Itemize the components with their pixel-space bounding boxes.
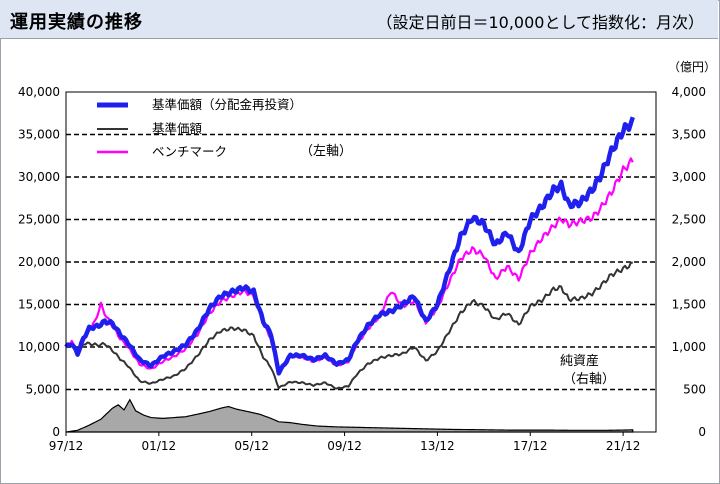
left-tick-label: 5,000 bbox=[26, 383, 60, 397]
left-tick-label: 20,000 bbox=[18, 255, 60, 269]
right-axis-unit: （億円） bbox=[668, 60, 716, 74]
right-tick-label: 2,500 bbox=[672, 213, 706, 227]
left-tick-label: 25,000 bbox=[18, 213, 60, 227]
x-tick-label: 17/12 bbox=[513, 439, 548, 453]
left-tick-label: 0 bbox=[52, 425, 60, 439]
net-assets-note-axis: （右軸） bbox=[563, 372, 615, 387]
legend-label-fund-reinvested: 基準価額（分配金再投資） bbox=[152, 97, 302, 112]
x-tick-label: 05/12 bbox=[234, 439, 269, 453]
left-tick-label: 15,000 bbox=[18, 298, 60, 312]
right-axis: 0 500 1,000 1,500 2,000 2,500 3,000 3,500 4,000 bbox=[672, 85, 706, 439]
x-tick-label: 01/12 bbox=[142, 439, 177, 453]
right-tick-label: 4,000 bbox=[672, 85, 706, 99]
x-tick-label: 09/12 bbox=[327, 439, 362, 453]
left-tick-label: 35,000 bbox=[18, 128, 60, 142]
left-tick-label: 10,000 bbox=[18, 340, 60, 354]
page-title: 運用実績の推移 bbox=[10, 12, 143, 33]
series-lines-layer bbox=[64, 116, 635, 390]
series-line-2 bbox=[65, 157, 634, 372]
x-tick-label: 13/12 bbox=[420, 439, 455, 453]
plot-area-border bbox=[65, 91, 657, 433]
performance-chart: 0 5,000 10,000 15,000 20,000 25,000 30,000 35,0… bbox=[18, 60, 716, 453]
series-line-1 bbox=[65, 261, 633, 390]
legend: 基準価額（分配金再投資） 基準価額 ベンチマーク bbox=[97, 97, 302, 159]
grid-lines bbox=[66, 133, 656, 391]
left-axis-note: （左軸） bbox=[300, 144, 352, 159]
x-axis: 97/12 01/12 05/12 09/12 13/12 17/12 21/12 bbox=[49, 432, 641, 453]
right-tick-label: 0 bbox=[698, 425, 706, 439]
page-subtitle: （設定日前日＝10,000として指数化：月次） bbox=[376, 13, 704, 32]
right-tick-label: 500 bbox=[683, 383, 706, 397]
left-tick-label: 30,000 bbox=[18, 170, 60, 184]
net-assets-layer bbox=[65, 398, 634, 433]
left-axis: 0 5,000 10,000 15,000 20,000 25,000 30,000 35,0… bbox=[18, 85, 60, 439]
net-assets-note-title: 純資産 bbox=[560, 353, 599, 369]
left-tick-label: 40,000 bbox=[18, 85, 60, 99]
x-tick-label: 21/12 bbox=[606, 439, 641, 453]
legend-label-fund-nav: 基準価額 bbox=[152, 121, 203, 136]
panel-header: 運用実績の推移 （設定日前日＝10,000として指数化：月次） bbox=[0, 0, 718, 39]
right-tick-label: 3,500 bbox=[672, 128, 706, 142]
net-assets-area bbox=[65, 398, 634, 433]
right-tick-label: 1,000 bbox=[672, 340, 706, 354]
right-tick-label: 1,500 bbox=[672, 298, 706, 312]
right-tick-label: 2,000 bbox=[672, 255, 706, 269]
x-tick-label: 97/12 bbox=[49, 439, 84, 453]
legend-label-benchmark: ベンチマーク bbox=[152, 144, 227, 159]
right-tick-label: 3,000 bbox=[672, 170, 706, 184]
series-line-0 bbox=[64, 116, 635, 376]
